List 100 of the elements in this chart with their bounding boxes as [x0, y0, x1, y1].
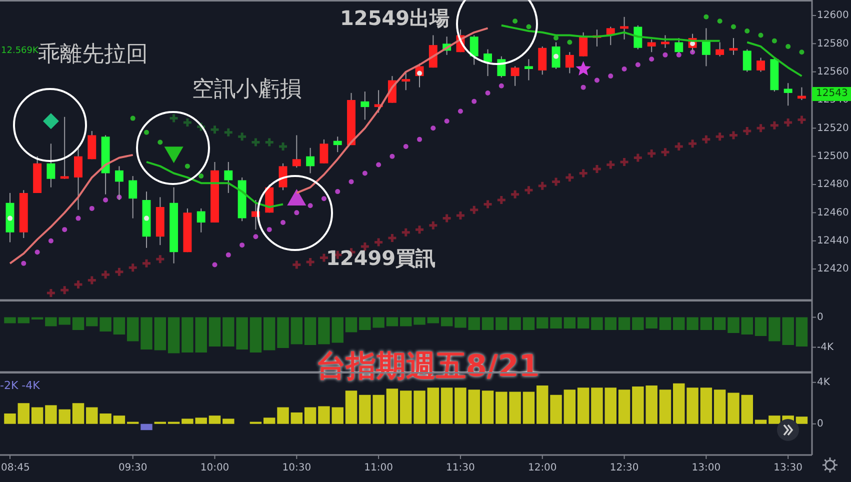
point — [510, 189, 520, 200]
point — [280, 220, 286, 226]
point — [526, 24, 532, 30]
bar — [591, 388, 603, 424]
point — [226, 252, 231, 258]
candlestick — [552, 42, 560, 70]
x-tick-label: 12:00 — [528, 462, 557, 474]
candlestick — [128, 176, 138, 219]
candlestick — [60, 116, 69, 180]
bar — [796, 416, 808, 424]
point — [482, 198, 494, 210]
point — [564, 172, 575, 183]
point — [141, 258, 152, 269]
point — [182, 117, 193, 128]
y-tick-label: 12560 — [817, 66, 849, 78]
point — [400, 227, 412, 238]
point — [580, 84, 586, 90]
point — [468, 204, 480, 216]
point — [210, 124, 220, 135]
bar — [72, 403, 84, 424]
point — [89, 206, 94, 211]
y-tick-label: 12600 — [817, 10, 849, 22]
point — [744, 28, 750, 34]
point — [758, 32, 764, 38]
bar — [290, 412, 303, 424]
bar — [754, 420, 767, 424]
bar — [400, 390, 412, 424]
point — [278, 141, 288, 152]
point — [554, 36, 559, 41]
point — [130, 116, 136, 121]
candlestick — [620, 16, 629, 40]
candlestick — [756, 57, 766, 72]
point — [608, 74, 614, 79]
bar — [659, 390, 672, 424]
candlestick — [196, 208, 206, 233]
candlestick — [661, 34, 670, 48]
point — [498, 83, 504, 88]
point — [444, 118, 450, 124]
bar — [31, 407, 44, 424]
annotation: -2K -4K — [0, 379, 40, 392]
bar — [714, 390, 726, 424]
candlestick — [510, 66, 520, 86]
candlestick — [729, 38, 738, 56]
point — [632, 152, 644, 163]
bar — [728, 392, 740, 424]
point — [537, 180, 548, 192]
point — [264, 137, 275, 148]
point — [676, 52, 682, 58]
point — [184, 164, 190, 169]
point — [144, 216, 149, 221]
point — [294, 210, 300, 216]
point — [128, 262, 138, 273]
bar — [140, 424, 152, 430]
bar — [564, 390, 576, 424]
point — [550, 176, 562, 187]
point — [21, 260, 26, 266]
point — [73, 279, 84, 290]
bar — [304, 407, 316, 424]
candlestick — [292, 134, 301, 168]
annotation: 12549出場 — [340, 6, 450, 30]
bar — [741, 394, 753, 424]
point — [253, 234, 258, 240]
point — [168, 113, 180, 124]
bar — [536, 385, 548, 424]
point — [42, 113, 59, 130]
point — [76, 216, 81, 221]
annotation: 12.569K — [1, 46, 38, 56]
point — [223, 127, 234, 138]
point — [717, 18, 722, 24]
point — [660, 146, 670, 158]
x-tick-label: 10:00 — [200, 462, 230, 474]
point — [100, 269, 111, 280]
point — [144, 130, 149, 135]
point — [362, 170, 368, 176]
candlestick — [716, 42, 724, 57]
y-tick-label: 12420 — [817, 264, 849, 275]
bar — [4, 414, 16, 424]
x-tick-label: 10:30 — [282, 462, 312, 474]
candlestick — [524, 58, 533, 81]
point — [376, 162, 382, 168]
text: 12543 — [812, 87, 851, 101]
candlestick — [402, 71, 410, 91]
point — [7, 216, 12, 221]
point — [635, 62, 640, 68]
point — [240, 242, 245, 248]
y-tick-label: 12520 — [817, 122, 849, 134]
point — [48, 238, 54, 244]
bar — [577, 388, 590, 424]
point — [619, 156, 630, 168]
candlestick — [484, 48, 492, 77]
candlestick — [538, 46, 547, 76]
point — [212, 262, 218, 268]
x-tick-label: 11:00 — [364, 462, 393, 474]
point — [742, 126, 752, 136]
point — [373, 237, 384, 248]
candlestick — [470, 34, 478, 66]
candlestick — [333, 136, 342, 153]
bar — [440, 388, 453, 424]
point — [403, 144, 408, 149]
point — [687, 138, 698, 149]
